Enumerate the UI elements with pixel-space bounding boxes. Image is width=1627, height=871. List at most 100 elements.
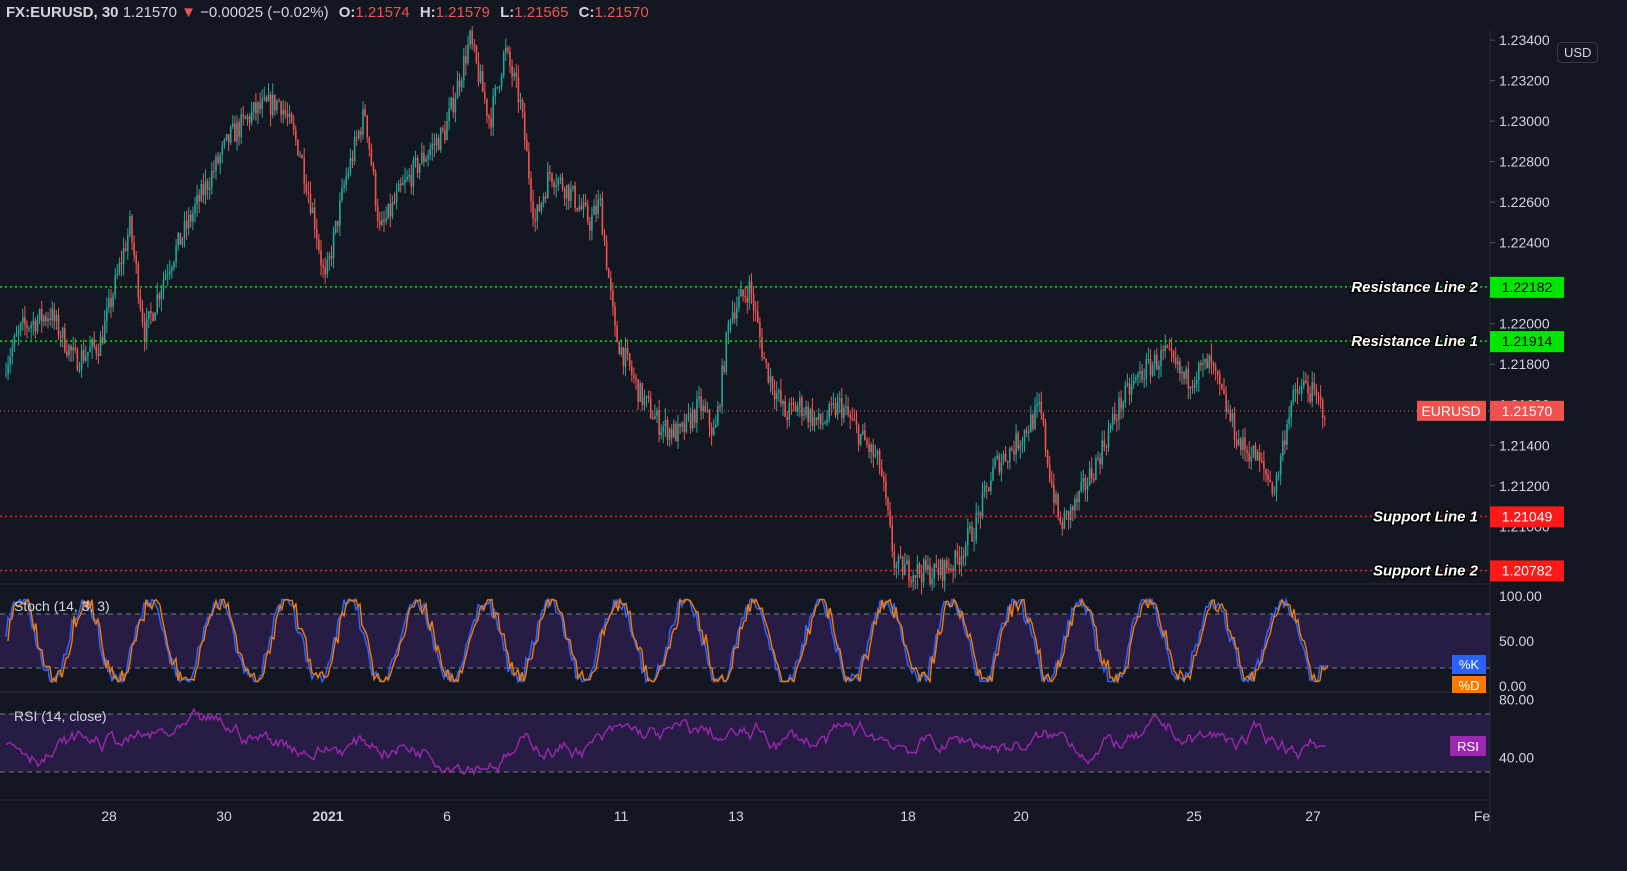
level-tag-value: 1.22182 [1502,279,1553,295]
candle-body [996,455,998,459]
candle-body [761,337,763,358]
candle-body [964,545,967,557]
candle-body [1004,453,1007,461]
candle-body [439,128,442,150]
candle-body [1231,413,1234,421]
candle-body [1166,345,1169,348]
candle-body [175,245,177,262]
candle-body [456,80,459,99]
candle-body [660,431,662,435]
candle-body [811,408,814,426]
candle-body [1286,424,1288,445]
candle-body [1109,425,1112,430]
candle-body [246,116,249,119]
candle-body [778,390,780,393]
candle-body [181,237,184,245]
candle-body [790,403,793,405]
candle-body [807,406,809,423]
candle-body [1277,474,1280,476]
candle-body [912,575,914,583]
candle-body [379,221,381,225]
candle-body [30,324,32,329]
candle-body [639,383,641,402]
candle-body [1313,382,1316,390]
level-tag-bg [1490,506,1564,528]
candle-body [1189,386,1192,389]
price-tick-label: 1.21400 [1499,437,1550,453]
level-tag-bg [1490,331,1564,353]
candle-body [261,99,263,109]
currency-button[interactable]: USD [1557,42,1599,63]
candle-body [1319,396,1322,401]
candle-body [1195,379,1198,384]
candle-body [1237,438,1240,446]
candle-body [1170,348,1173,352]
candle-body [1252,445,1255,457]
candle-body [851,418,854,420]
candle-body [400,183,402,186]
candle-body [605,241,608,269]
candle-body [61,328,64,338]
rsi-tag: RSI [1457,739,1479,754]
candle-body [687,413,690,415]
low-label: L: [500,4,515,21]
candle-body [1038,401,1040,404]
candles [5,25,1326,595]
candle-body [689,413,692,429]
candle-body [511,66,513,77]
time-tick-label: 2021 [312,808,343,824]
candle-body [746,297,749,303]
candle-body [725,332,728,372]
candle-body [1311,382,1313,402]
candle-body [901,556,904,576]
candle-body [796,406,799,412]
candle-body [645,396,648,398]
candle-body [1200,362,1202,365]
candle-body [1223,388,1225,394]
candle-body [616,325,618,343]
rsi-line [5,707,1326,777]
level-tag-value: 1.21914 [1502,333,1553,349]
candle-body [1149,359,1152,376]
candle-body [95,346,98,354]
candle-body [133,242,135,256]
level-tag-bg [1490,276,1564,298]
candle-body [744,295,746,298]
candle-body [183,221,186,238]
candle-body [305,183,308,193]
candle-body [626,347,629,354]
candle-body [412,160,415,187]
candle-body [43,316,45,322]
candle-body [817,413,820,420]
candle-body [715,424,717,428]
candle-body [1065,510,1068,513]
candle-body [51,308,53,321]
candle-body [784,401,786,417]
candle-body [637,379,639,402]
candle-body [706,410,709,412]
candle-body [929,564,931,584]
candle-body [1233,413,1236,441]
candle-body [402,182,404,186]
candle-body [458,80,461,88]
stoch-title: Stoch (14, 3, 3) [14,598,110,614]
candle-body [381,219,383,225]
candle-body [962,556,965,558]
candle-body [1282,440,1284,457]
candle-body [960,556,963,565]
candle-body [158,294,161,300]
candle-body [1090,468,1093,480]
candle-body [1057,494,1059,518]
candle-body [1107,429,1110,448]
candle-body [1248,452,1250,462]
candle-body [267,94,270,102]
candle-body [328,255,331,261]
candle-body [685,414,688,432]
candle-body [290,113,293,123]
candle-body [782,401,784,405]
candle-body [99,336,102,356]
candle-body [729,321,732,324]
candle-body [162,279,165,291]
candle-body [187,215,190,229]
